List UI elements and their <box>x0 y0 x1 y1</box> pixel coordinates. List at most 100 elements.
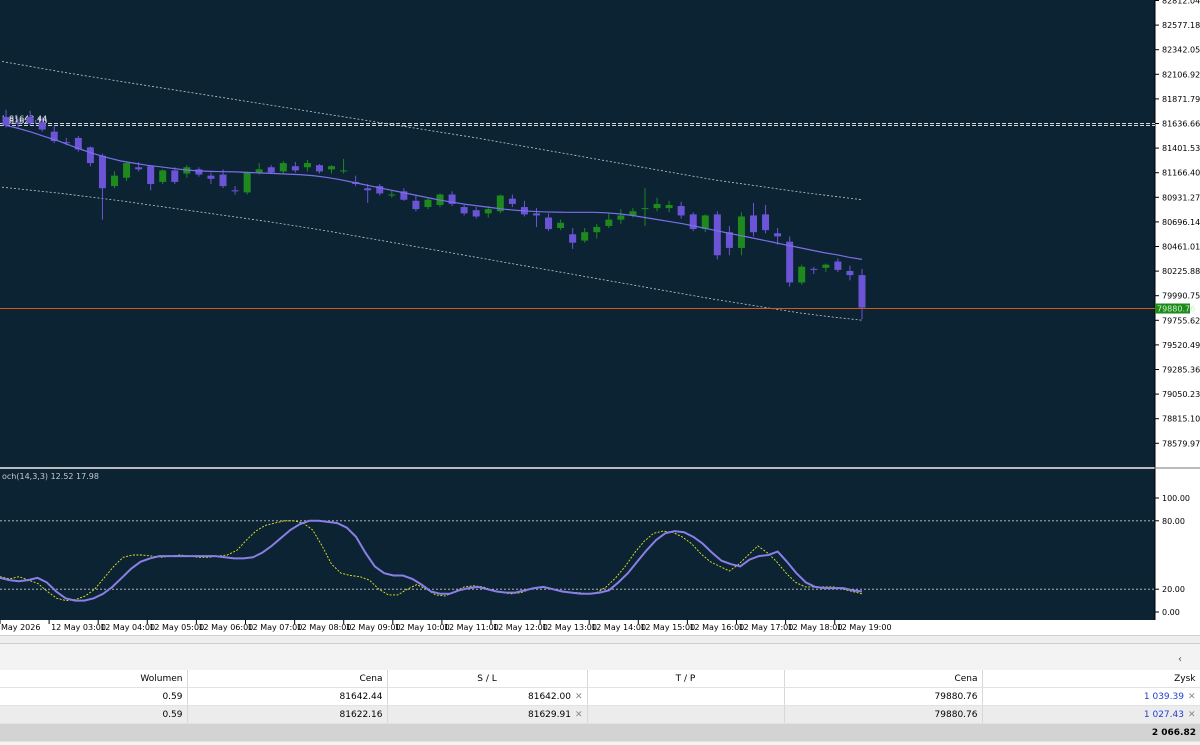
main-chart-background <box>0 0 1155 467</box>
oscillator-background <box>0 469 1155 620</box>
close-icon[interactable]: ✕ <box>1187 709 1196 720</box>
time-label: 12 May 13:00 <box>542 623 597 632</box>
bear-candle <box>2 116 10 126</box>
bear-candle <box>689 214 697 230</box>
bear-candle <box>26 116 34 124</box>
total-spacer <box>784 723 982 742</box>
bear-candle <box>171 170 179 182</box>
position-price: 81642.44 <box>187 687 388 706</box>
lower-band-line <box>1 186 863 321</box>
bull-candle <box>243 172 251 193</box>
bear-candle <box>267 167 275 173</box>
bull-candle <box>701 215 709 230</box>
bull-candle <box>496 195 504 212</box>
total-spacer <box>387 723 587 742</box>
position-current-price: 79880.76 <box>784 687 983 706</box>
bear-candle <box>532 213 540 216</box>
price-label: 79285.36 <box>1162 366 1200 375</box>
close-icon[interactable]: ✕ <box>574 709 583 720</box>
close-icon[interactable]: ✕ <box>1187 691 1196 702</box>
osc-label: 0.00 <box>1162 608 1180 617</box>
bear-candle <box>472 210 480 217</box>
time-label: 12 May 19:00 <box>837 623 892 632</box>
bear-candle <box>98 155 106 189</box>
price-label: 78815.10 <box>1162 415 1200 424</box>
price-label: 79050.23 <box>1162 390 1200 399</box>
column-header-tp[interactable]: T / P <box>587 670 785 688</box>
price-chart-area[interactable]: L 81642.44 L 81622.16 79880.76 82812.04 82… <box>0 0 1200 635</box>
price-label: 81166.40 <box>1162 169 1200 178</box>
bear-candle <box>508 198 516 204</box>
time-label: 12 May 18:00 <box>788 623 843 632</box>
time-label: 12 May 06:00 <box>198 623 253 632</box>
osc-label: 80.00 <box>1162 517 1185 526</box>
bull-candle <box>340 170 348 172</box>
upper-band-line <box>1 61 863 201</box>
bull-candle <box>665 204 673 209</box>
order-label: L 81622.16 <box>2 117 47 126</box>
bear-candle <box>50 131 58 142</box>
indicator-label: och(14,3,3) 12.52 17.98 <box>2 472 99 481</box>
position-profit[interactable]: 1 027.43 ✕ <box>982 705 1200 724</box>
column-header-profit[interactable]: Zysk <box>982 670 1200 688</box>
bear-candle <box>14 122 22 124</box>
price-label: 82812.04 <box>1162 0 1200 6</box>
oscillator-axis: 100.00 80.00 20.00 0.00 <box>1155 494 1190 617</box>
bull-candle <box>388 194 396 196</box>
sl-value: 81629.91 <box>528 709 571 720</box>
close-icon[interactable]: ✕ <box>574 691 583 702</box>
position-sl[interactable]: 81642.00 ✕ <box>387 687 588 706</box>
time-label: 12 May 14:00 <box>591 623 646 632</box>
toolbox-panel: ‹ Wolumen Cena S / L T / P Cena Zysk 0.5… <box>0 644 1200 745</box>
column-header-price[interactable]: Cena <box>187 670 388 688</box>
column-header-volume[interactable]: Wolumen <box>0 670 188 688</box>
price-label: 80696.14 <box>1162 218 1200 227</box>
bear-candle <box>86 147 94 164</box>
time-label: 12 May 05:00 <box>149 623 204 632</box>
stochastic-oscillator: och(14,3,3) 12.52 17.98 <box>0 472 1155 602</box>
position-sl[interactable]: 81629.91 ✕ <box>387 705 588 724</box>
ma-line <box>5 124 863 260</box>
price-label: 82106.92 <box>1162 70 1200 79</box>
chart-svg[interactable]: L 81642.44L 81622.16 79880.76 82812.04 82… <box>0 0 1200 635</box>
profit-value: 1 039.39 <box>1143 691 1184 702</box>
osc-label: 20.00 <box>1162 585 1185 594</box>
position-row[interactable]: 0.59 81622.16 81629.91 ✕ 79880.76 1 027.4… <box>0 705 1200 724</box>
price-label: 80461.01 <box>1162 243 1200 252</box>
bull-candle <box>484 209 492 214</box>
bull-candle <box>641 208 649 210</box>
bear-candle <box>749 215 757 233</box>
position-profit[interactable]: 1 039.39 ✕ <box>982 687 1200 706</box>
bear-candle <box>147 166 155 185</box>
bull-candle <box>629 211 637 216</box>
bear-candle <box>786 241 794 283</box>
bear-candle <box>677 206 685 216</box>
bear-candle <box>207 175 215 179</box>
current-price-label: 79880.76 <box>1157 305 1195 314</box>
position-row[interactable]: 0.59 81642.44 81642.00 ✕ 79880.76 1 039.3… <box>0 687 1200 706</box>
envelope-bands <box>1 61 863 321</box>
price-label: 82577.18 <box>1162 21 1200 30</box>
total-profit: 2 066.82 <box>982 723 1200 742</box>
bull-candle <box>159 170 167 182</box>
price-label: 78579.97 <box>1162 439 1200 448</box>
column-header-sl[interactable]: S / L <box>387 670 588 688</box>
chevron-down-icon[interactable]: ‹ <box>1178 654 1182 665</box>
time-label: 12 May 07:00 <box>248 623 303 632</box>
bear-candle <box>219 174 227 187</box>
bear-candle <box>545 217 553 230</box>
position-tp[interactable] <box>587 687 785 706</box>
current-price-line: 79880.76 <box>0 303 1195 314</box>
bull-candle <box>424 199 432 208</box>
bull-candle <box>328 166 336 170</box>
panel-splitter[interactable] <box>0 635 1200 644</box>
column-header-current-price[interactable]: Cena <box>784 670 983 688</box>
bear-candle <box>315 165 323 172</box>
bear-candle <box>448 194 456 204</box>
position-tp[interactable] <box>587 705 785 724</box>
order-lines: L 81642.44L 81622.16 <box>0 115 1155 126</box>
time-label: 12 May 15:00 <box>640 623 695 632</box>
time-label: 12 May 08:00 <box>297 623 352 632</box>
price-label: 80931.27 <box>1162 193 1200 202</box>
